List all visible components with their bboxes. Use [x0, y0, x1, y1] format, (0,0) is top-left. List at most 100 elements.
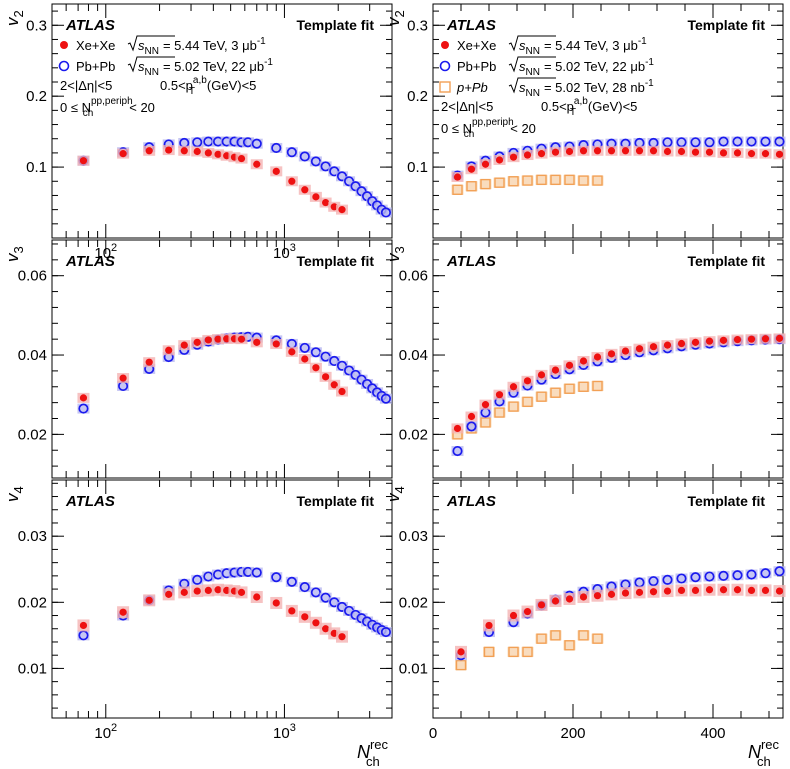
legend-energy: sNN = 5.44 TeV, 3 μb-1	[138, 36, 266, 57]
energy-value: = 5.02 TeV, 22 μb	[163, 59, 264, 74]
y-axis-label: v2	[384, 10, 407, 26]
syst-band	[228, 136, 241, 147]
y-axis-label: v2	[3, 10, 26, 26]
point-xexe	[649, 343, 658, 351]
point-pbpb	[299, 151, 310, 162]
y-tick-label: 0.3	[26, 17, 47, 34]
selection-pt: 0.5<pa,b T (GeV)<5	[541, 96, 637, 118]
point-xexe	[253, 593, 261, 601]
syst-band	[328, 597, 341, 608]
point-ppb	[480, 417, 491, 428]
point-xexe	[193, 338, 201, 346]
syst-band	[162, 352, 175, 363]
point-ppb	[455, 659, 467, 671]
point-xexe	[649, 588, 658, 596]
point-xexe	[733, 335, 742, 344]
point-ppb	[536, 633, 547, 644]
point-xexe	[705, 148, 714, 156]
y-axis-label: v3	[384, 246, 407, 262]
x-tick-label: 102	[94, 722, 117, 742]
syst-band	[577, 140, 590, 151]
series-ppb	[455, 630, 604, 671]
series-pbpb	[77, 566, 392, 641]
point-ppb	[522, 646, 533, 658]
syst-band	[577, 175, 590, 186]
point-xexe	[288, 177, 296, 185]
atlas-label: ATLAS	[65, 253, 115, 270]
point-xexe	[145, 147, 153, 155]
syst-band	[493, 407, 506, 418]
syst-band	[202, 136, 215, 147]
point-xexe	[495, 391, 504, 399]
legend-energy: sNN = 5.02 TeV, 28 nb-1	[519, 78, 654, 99]
syst-band	[535, 391, 548, 402]
point-xexe	[79, 157, 88, 165]
x-tick-base: 10	[94, 245, 111, 262]
syst-band	[731, 136, 744, 147]
series-xexe	[451, 333, 786, 434]
syst-band	[619, 138, 632, 149]
syst-band	[241, 137, 254, 148]
point-xexe	[214, 586, 222, 594]
syst-band	[731, 570, 744, 581]
energy-sub: NN	[526, 46, 540, 57]
y-tick-label: 0.02	[18, 594, 47, 611]
y-axis-label-sub: 3	[11, 246, 26, 253]
syst-band	[483, 646, 495, 657]
y-tick-label: 0.04	[18, 347, 47, 364]
syst-band	[250, 138, 263, 149]
point-xexe	[453, 173, 462, 181]
legend-label: Xe+Xe	[457, 38, 496, 53]
point-xexe	[733, 586, 742, 594]
legend-marker-xexe	[441, 41, 449, 49]
point-xexe	[733, 149, 742, 157]
point-xexe	[593, 353, 602, 361]
point-xexe	[485, 621, 493, 630]
sqrt-sign	[127, 56, 175, 73]
point-xexe	[761, 150, 770, 158]
point-ppb	[508, 646, 519, 658]
point-xexe	[691, 148, 700, 156]
syst-band	[563, 174, 576, 185]
point-pbpb	[310, 587, 321, 598]
point-xexe	[237, 335, 246, 343]
point-xexe	[288, 348, 296, 356]
point-pbpb	[676, 137, 687, 148]
syst-band	[563, 383, 576, 394]
x-axis-label: Nrec ch	[748, 737, 780, 769]
syst-band	[549, 174, 562, 185]
point-xexe	[301, 613, 309, 621]
y-axis-label: v4	[3, 486, 26, 502]
syst-band	[703, 137, 716, 148]
point-pbpb	[380, 207, 392, 218]
y-axis-label-main: v	[384, 252, 403, 262]
point-xexe	[719, 336, 728, 344]
syst-band	[773, 136, 786, 147]
y-axis-label: v3	[3, 246, 26, 262]
selection-pt-sup: a,b	[574, 96, 588, 107]
syst-band	[479, 179, 492, 190]
series-pbpb	[455, 566, 786, 661]
point-pbpb	[299, 582, 310, 593]
point-ppb	[480, 178, 491, 190]
plot-frame	[51, 3, 393, 239]
point-xexe	[775, 334, 784, 342]
point-xexe	[214, 150, 222, 158]
syst-band	[591, 380, 604, 391]
point-pbpb	[774, 566, 785, 577]
lumi-sup: -1	[645, 78, 654, 89]
point-xexe	[338, 633, 346, 641]
point-xexe	[747, 335, 756, 343]
selection-nch: 0 ≤ Npp,periph ch < 20	[441, 117, 536, 140]
syst-band	[633, 137, 646, 148]
energy-sub: NN	[526, 67, 540, 78]
point-pbpb	[662, 137, 673, 148]
y-axis-label-main: v	[3, 16, 22, 26]
syst-band	[241, 331, 254, 342]
atlas-label: ATLAS	[446, 253, 496, 270]
point-xexe	[119, 150, 127, 158]
y-tick-label: 0.1	[407, 159, 428, 176]
point-xexe	[145, 358, 153, 366]
